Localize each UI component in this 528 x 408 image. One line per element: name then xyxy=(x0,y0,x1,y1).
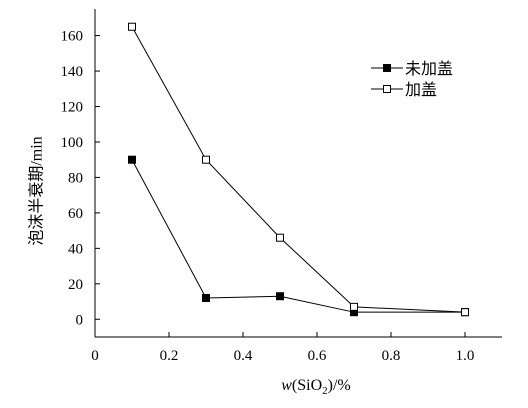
y-tick-label: 140 xyxy=(61,64,84,80)
series-2-point xyxy=(461,308,469,317)
x-axis-title-italic: w xyxy=(281,377,292,394)
series-2-point xyxy=(128,22,136,31)
x-axis-title-main: (SiO xyxy=(292,377,322,394)
series-1 xyxy=(128,155,469,317)
legend-marker-1 xyxy=(383,64,391,72)
series-2-point xyxy=(276,233,284,242)
y-tick-label: 60 xyxy=(68,206,83,222)
series-1-point xyxy=(276,292,284,301)
series-2-point xyxy=(350,302,358,311)
series-1-line xyxy=(131,159,465,313)
x-tick-label: 0.4 xyxy=(234,348,253,364)
x-tick-label: 0 xyxy=(91,348,99,364)
y-tick-label: 100 xyxy=(61,135,84,151)
axes: 0 0.2 0.4 0.6 0.8 1.0 0 20 40 60 80 100 120 140 160 xyxy=(61,9,502,364)
legend-label-1: 未加盖 xyxy=(405,59,453,78)
series-2-point xyxy=(202,155,210,164)
y-tick-label: 160 xyxy=(61,29,84,45)
y-axis-title: 泡沫半衰期/min xyxy=(28,136,46,245)
legend-label-2: 加盖 xyxy=(405,80,437,99)
x-tick-label: 1.0 xyxy=(456,348,475,364)
x-tick-label: 0.6 xyxy=(308,348,327,364)
y-tick-label: 80 xyxy=(68,170,83,186)
y-tick-label: 120 xyxy=(61,100,84,116)
y-tick-label: 0 xyxy=(76,312,84,328)
x-tick-label: 0.8 xyxy=(382,348,401,364)
series-2 xyxy=(128,22,469,317)
y-tick-label: 20 xyxy=(68,277,83,293)
x-tick-label: 0.2 xyxy=(160,348,179,364)
series-1-point xyxy=(128,155,136,164)
series-layer xyxy=(128,22,469,317)
series-1-point xyxy=(202,293,210,302)
x-axis-title: w(SiO2)/% xyxy=(281,377,351,397)
x-axis-title-sub: 2 xyxy=(322,385,328,397)
legend-marker-2 xyxy=(383,85,391,93)
x-axis-title-tail: )/% xyxy=(328,377,351,394)
y-tick-label: 40 xyxy=(68,241,83,257)
